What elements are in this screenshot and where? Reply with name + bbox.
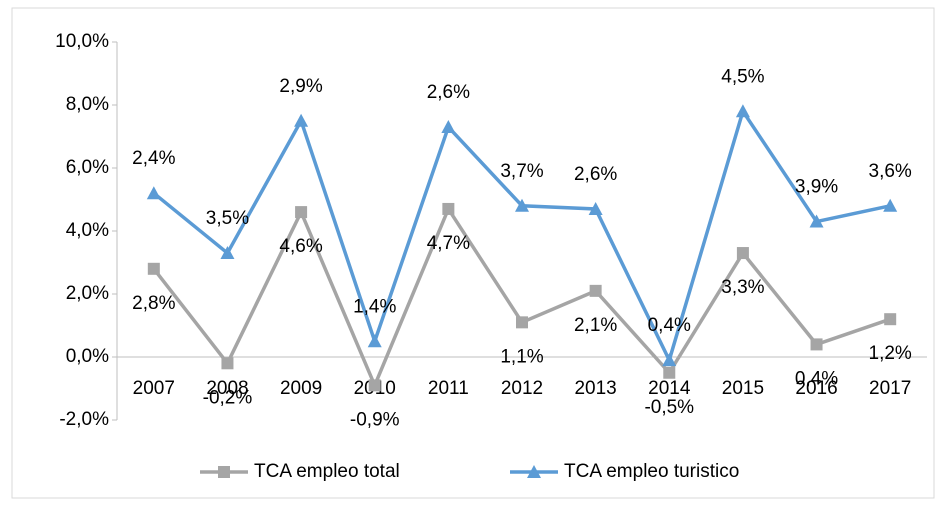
marker [146, 186, 161, 200]
data-label: 2,4% [132, 148, 175, 169]
x-tick-label: 2009 [280, 378, 322, 399]
x-tick-label: 2008 [206, 378, 248, 399]
data-label: 1,1% [500, 346, 543, 367]
x-tick-label: 2015 [722, 378, 764, 399]
marker [589, 284, 602, 297]
marker [515, 198, 529, 212]
data-label: 2,8% [132, 293, 175, 314]
x-tick-label: 2007 [133, 378, 175, 399]
y-tick-label: 10,0% [55, 31, 109, 52]
data-label: 3,7% [500, 161, 543, 182]
marker [736, 247, 749, 260]
x-tick-label: 2013 [574, 378, 616, 399]
marker [810, 338, 823, 351]
marker [294, 113, 309, 127]
data-label: 1,2% [869, 343, 912, 364]
marker [221, 357, 234, 370]
chart-frame [11, 7, 935, 499]
data-label: 2,6% [427, 82, 470, 103]
data-label: 3,5% [206, 208, 249, 229]
data-label: 2,1% [574, 315, 617, 336]
data-label: -0,2% [203, 387, 253, 408]
legend-label: TCA empleo turistico [564, 461, 739, 482]
y-tick-label: 2,0% [66, 283, 109, 304]
data-label: -0,9% [350, 409, 400, 430]
data-label: 0,4% [648, 315, 691, 336]
data-label: 2,6% [574, 164, 617, 185]
y-tick-label: 0,0% [66, 346, 109, 367]
data-label: 3,6% [869, 161, 912, 182]
data-label: -0,5% [644, 397, 694, 418]
x-tick-label: 2017 [869, 378, 911, 399]
marker [147, 262, 160, 275]
y-tick-label: 4,0% [66, 220, 109, 241]
data-label: 4,7% [427, 233, 470, 254]
marker [516, 316, 528, 329]
data-label: 4,5% [721, 66, 764, 87]
marker [883, 198, 898, 212]
x-tick-label: 2012 [501, 378, 543, 399]
data-label: 0,4% [795, 368, 838, 389]
y-tick-label: -2,0% [59, 409, 109, 430]
marker [809, 214, 824, 228]
y-tick-label: 6,0% [66, 157, 109, 178]
marker [527, 465, 541, 478]
data-label: 4,6% [279, 236, 322, 257]
marker [218, 466, 230, 478]
marker [368, 379, 381, 392]
marker [662, 353, 677, 367]
marker [588, 201, 603, 215]
data-label: 3,3% [721, 277, 764, 298]
marker [442, 202, 455, 215]
x-tick-label: 2014 [648, 378, 691, 399]
marker [884, 313, 897, 326]
marker [295, 206, 308, 219]
data-label: 2,9% [279, 76, 322, 97]
marker [663, 366, 676, 379]
x-tick-label: 2011 [428, 378, 469, 399]
marker [220, 246, 235, 260]
x-tick-label: 2016 [795, 378, 837, 399]
marker [367, 334, 382, 348]
marker [735, 104, 750, 118]
data-label: 1,4% [353, 296, 396, 317]
marker [441, 120, 456, 134]
y-tick-label: 8,0% [66, 94, 109, 115]
legend-label: TCA empleo total [254, 461, 400, 482]
data-label: 3,9% [795, 177, 838, 198]
